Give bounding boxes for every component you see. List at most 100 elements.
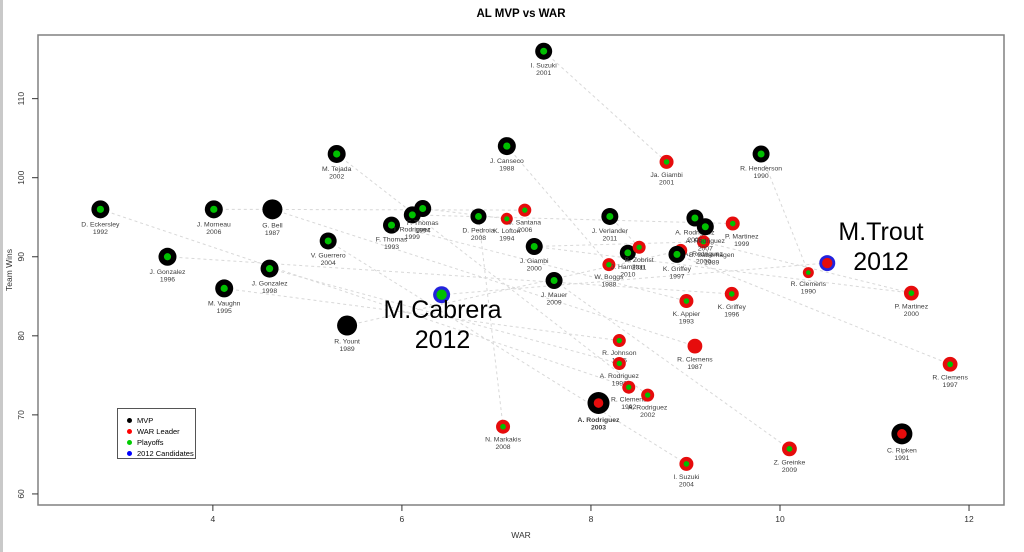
point-label-year: 1988 xyxy=(499,166,514,173)
point-label-name: M. Tejada xyxy=(322,166,352,173)
annotation-cabrera-2012: M.Cabrera 2012 xyxy=(375,296,510,355)
point-label-name: R. Henderson xyxy=(740,165,782,172)
point-label-name: K. Lofton xyxy=(493,228,520,235)
legend-label: 2012 Candidates xyxy=(137,449,194,458)
point-label-name: F. Thomas xyxy=(376,237,408,244)
point-label-year: 2004 xyxy=(321,260,336,267)
point-label-year: 2002 xyxy=(329,173,344,180)
point-label-name: R. Yount xyxy=(334,339,360,346)
legend-item: 2012 Candidates xyxy=(127,448,195,459)
point-label-year: 2009 xyxy=(782,467,797,474)
scatter-point-center xyxy=(728,291,735,297)
scatter-point-center xyxy=(593,398,604,408)
point-label-name: D. Eckersley xyxy=(81,221,120,228)
scatter-point-center xyxy=(729,220,736,227)
point-label-year: 1998 xyxy=(262,288,277,295)
scatter-point-center xyxy=(683,298,690,304)
scatter-point-center xyxy=(500,423,506,430)
y-tick-label: 110 xyxy=(16,92,26,106)
x-tick-label: 4 xyxy=(210,514,215,524)
scatter-point-center xyxy=(96,205,104,213)
point-label-name: J. Mauer xyxy=(541,292,568,299)
legend-dot-icon xyxy=(127,418,132,423)
connector-line xyxy=(609,216,640,248)
connector-line xyxy=(100,208,629,388)
point-label-name: D. Pedroia xyxy=(462,227,494,234)
scatter-point-center xyxy=(388,221,396,229)
point-label-name: N. Markakis xyxy=(485,437,521,444)
point-label-year: 1997 xyxy=(943,382,958,389)
legend-dot-icon xyxy=(127,429,132,434)
connector-line xyxy=(167,256,732,295)
point-label-year: 2006 xyxy=(206,229,221,236)
connector-line xyxy=(224,287,620,342)
annotation-name: M.Cabrera xyxy=(383,296,502,324)
point-label-name: A. Rodriguez xyxy=(600,373,640,380)
connector-line xyxy=(441,262,828,296)
point-label-year: 2008 xyxy=(495,444,510,451)
y-tick-label: 100 xyxy=(16,170,26,184)
point-label-year: 1991 xyxy=(894,455,909,462)
point-label-year: 1989 xyxy=(704,259,719,266)
point-label-year: 2008 xyxy=(471,235,486,242)
point-label-year: 2000 xyxy=(527,265,542,272)
x-tick-label: 6 xyxy=(400,514,405,524)
scatter-point-center xyxy=(691,214,699,222)
point-label-name: R. Clemens xyxy=(932,375,968,382)
scatter-point-center xyxy=(522,207,528,213)
point-label-name: I. Rodriguez xyxy=(394,226,431,233)
scatter-point-center xyxy=(908,290,915,297)
point-label-year: 1993 xyxy=(384,244,399,251)
scatter-point-center xyxy=(220,284,228,292)
connector-line xyxy=(269,268,620,364)
point-label-year: 1987 xyxy=(687,364,702,371)
scatter-point-center xyxy=(333,150,341,158)
scatter-point-center xyxy=(530,242,538,250)
connector-line xyxy=(213,208,525,211)
point-label-year: 1994 xyxy=(499,235,514,242)
point-label-year: 1990 xyxy=(801,289,816,296)
point-label-name: Ja. Giambi xyxy=(650,172,683,179)
legend-item: Playoffs xyxy=(127,437,195,448)
point-label-name: A. Rodriguez xyxy=(684,251,724,258)
point-label-year: 2001 xyxy=(536,70,551,77)
scatter-point-center xyxy=(683,461,690,467)
annotation-trout-2012: M.Trout 2012 xyxy=(826,218,936,277)
point-label-name: G. Bell xyxy=(262,222,283,229)
scatter-point-center xyxy=(700,239,707,245)
scatter-point-center xyxy=(616,360,623,367)
window-edge-strip xyxy=(0,0,3,552)
point-label-year: 2004 xyxy=(679,481,694,488)
point-label-name: P. Martinez xyxy=(895,304,929,311)
point-label-year: 2010 xyxy=(620,271,635,278)
annotation-name: M.Trout xyxy=(838,218,924,246)
point-label-year: 2001 xyxy=(659,179,674,186)
point-label-name: J. Santana xyxy=(509,220,542,227)
connector-line xyxy=(506,145,610,265)
scatter-point-center xyxy=(210,205,218,213)
point-label-name: J. Gonzalez xyxy=(252,281,288,288)
scatter-point-center xyxy=(616,337,623,344)
x-tick-label: 10 xyxy=(775,514,785,524)
scatter-point-center xyxy=(265,265,274,273)
chart-title: AL MVP vs WAR xyxy=(476,8,566,20)
point-label-name: R. Clemens xyxy=(791,281,827,288)
legend-dot-icon xyxy=(127,451,132,456)
point-label-year: 2006 xyxy=(517,227,532,234)
point-label-year: 1996 xyxy=(724,311,739,318)
scatter-point-center xyxy=(419,205,427,213)
connector-line xyxy=(327,240,687,465)
connector-line xyxy=(553,280,790,450)
point-label-year: 1987 xyxy=(265,230,280,237)
point-label-name: I. Suzuki xyxy=(531,63,558,70)
scatter-point-center xyxy=(644,392,651,398)
connector-line xyxy=(543,50,667,163)
point-label-year: 1994 xyxy=(415,228,430,235)
point-label-year: 2009 xyxy=(547,299,562,306)
scatter-point xyxy=(337,315,358,336)
scatter-point-center xyxy=(540,47,548,55)
x-axis-title: WAR xyxy=(511,530,531,540)
point-label-year: 2000 xyxy=(696,259,711,266)
point-label-year: 1993 xyxy=(679,319,694,326)
